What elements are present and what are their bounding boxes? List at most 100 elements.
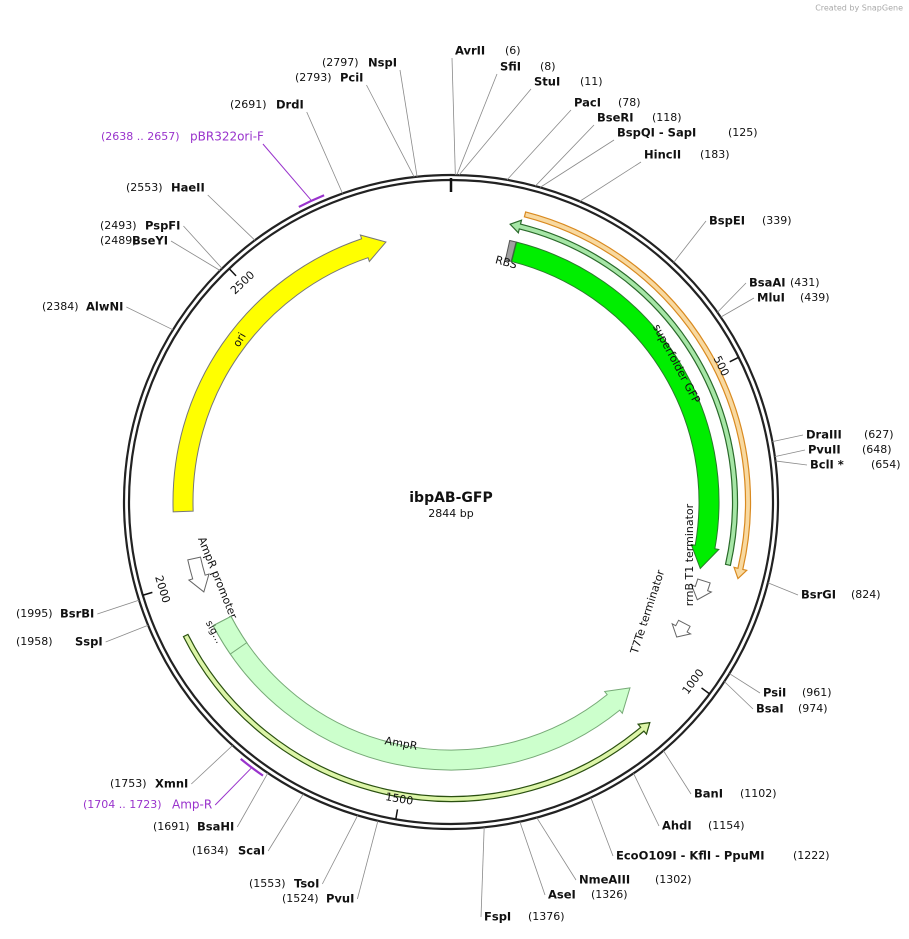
enzyme-position: (11) [580,75,603,88]
enzyme-leader [633,773,660,827]
enzyme-position: (1958) [16,635,53,648]
feature-arrow [511,241,720,570]
enzyme-position: (1634) [192,844,229,857]
enzyme-name: BspQI - SapI [617,126,696,140]
enzyme-name: PvuI [326,892,354,906]
enzyme-name: BsaAI [749,276,786,290]
feature-arrow [187,556,210,593]
enzyme-name: BseYI [132,234,168,248]
feature-line [182,633,651,803]
enzyme-leader [774,449,806,458]
enzyme-leader [480,827,485,918]
enzyme-position: (2797) [322,56,359,69]
primer-mark [240,758,264,777]
enzyme-position: (974) [798,702,828,715]
enzyme-name: AhdI [662,819,692,833]
enzyme-position: (1995) [16,607,53,620]
enzyme-leader [579,161,642,202]
enzyme-leader [729,673,761,694]
enzyme-leader [717,282,747,313]
enzyme-name: PspFI [145,219,180,233]
feature-line [509,219,739,567]
enzyme-name: PsiI [763,686,786,700]
enzyme-position: (431) [790,276,820,289]
enzyme-leader [724,681,754,710]
enzyme-position: (1753) [110,777,147,790]
enzyme-leader [456,73,498,176]
enzyme-name: BclI * [810,458,844,472]
tick-label: 1500 [384,790,414,808]
primer-range: (2638 .. 2657) [101,130,180,143]
enzyme-position: (1553) [249,877,286,890]
enzyme-position: (961) [802,686,832,699]
enzyme-leader [126,306,174,331]
watermark: Created by SnapGene [815,4,903,13]
enzyme-leader [720,297,755,318]
feature-line [523,211,752,580]
feature-arrow [212,615,248,655]
tick-mark [395,809,399,820]
enzyme-name: EcoO109I - KflI - PpuMI [616,849,764,863]
enzyme-name: BseRI [597,111,634,125]
enzyme-leader [506,109,572,181]
enzyme-leader [451,57,456,176]
enzyme-position: (1691) [153,820,190,833]
feature-arrow [212,615,631,771]
enzyme-leader [590,797,614,857]
feature-label: ori [230,330,248,349]
enzyme-leader [772,434,804,443]
enzyme-leader [191,745,233,785]
enzyme-position: (2489) [100,234,137,247]
enzyme-name: NmeAIII [579,873,630,887]
enzyme-name: MluI [757,291,785,305]
enzyme-position: (1376) [528,910,565,923]
enzyme-leader [170,240,221,271]
enzyme-leader [366,84,415,178]
enzyme-leader [357,820,379,900]
enzyme-position: (2553) [126,181,163,194]
enzyme-leader [97,599,140,615]
enzyme-leader [536,817,577,881]
enzyme-name: SspI [75,635,103,649]
enzyme-leader [236,772,269,828]
enzyme-leader [183,225,223,269]
plasmid-size: 2844 bp [428,507,473,520]
outer-ring [122,173,780,831]
enzyme-name: FspI [484,910,511,924]
enzyme-name: StuI [534,75,560,89]
enzyme-position: (1154) [708,819,745,832]
enzyme-name: XmnI [155,777,188,791]
enzyme-name: ScaI [238,844,265,858]
enzyme-name: DrdI [276,98,304,112]
tick-mark [142,591,153,596]
enzyme-leader [519,821,546,896]
enzyme-leader [458,88,532,176]
enzyme-position: (1302) [655,873,692,886]
enzyme-leader [321,815,359,885]
enzyme-name: AseI [548,888,576,902]
enzyme-leader [673,220,707,263]
enzyme-leader [399,69,418,177]
enzyme-name: BsrBI [60,607,94,621]
enzyme-position: (824) [851,588,881,601]
tick-label: 1000 [680,667,707,697]
feature-arrow [504,239,517,263]
feature-arrow [690,578,713,601]
feature-label: AmpR [384,734,419,753]
enzyme-leader [267,793,304,852]
enzyme-name: BanI [694,787,723,801]
enzyme-position: (2384) [42,300,79,313]
enzyme-name: HincII [644,148,681,162]
enzyme-position: (1102) [740,787,777,800]
enzyme-leader [539,139,615,188]
enzyme-name: PvuII [808,443,841,457]
enzyme-position: (2691) [230,98,267,111]
enzyme-leader [663,750,692,795]
enzyme-position: (439) [800,291,830,304]
enzyme-name: NspI [368,56,397,70]
enzyme-position: (339) [762,214,792,227]
enzyme-position: (125) [728,126,758,139]
enzyme-name: SfiI [500,60,521,74]
enzyme-position: (78) [618,96,641,109]
